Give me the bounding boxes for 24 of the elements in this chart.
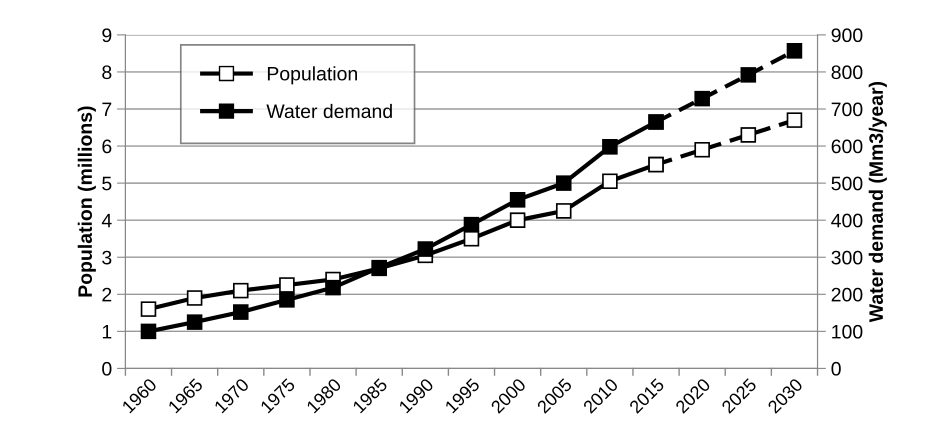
- y-tick-label: 0: [102, 362, 112, 376]
- y2-tick-label: 600: [832, 140, 862, 154]
- y-tick-label: 7: [102, 102, 112, 116]
- y-tick-label: 8: [102, 65, 112, 80]
- y2-tick-label: 700: [832, 102, 862, 116]
- y2-tick-label: 100: [832, 324, 862, 339]
- legend-label: Water demand: [266, 104, 392, 118]
- y2-tick-label: 300: [831, 250, 862, 264]
- y-tick-label: 5: [102, 176, 112, 190]
- y-tick-label: 1: [102, 325, 112, 338]
- y2-tick-label: 900: [832, 28, 862, 42]
- y2-tick-label: 200: [832, 288, 862, 302]
- y2-tick-label: 500: [831, 176, 862, 190]
- y2-axis-title: Water demand (Mm3/year): [868, 82, 887, 322]
- y-axis-title: Population (millions): [78, 106, 96, 296]
- legend-label: Population: [268, 66, 357, 84]
- y2-tick-label: 400: [831, 214, 862, 228]
- y-tick-label: 3: [102, 250, 112, 264]
- y2-tick-label: 0: [831, 362, 841, 376]
- y2-tick-label: 800: [832, 65, 862, 80]
- y-tick-label: 9: [102, 28, 112, 42]
- y-tick-label: 6: [102, 140, 112, 154]
- y-tick-label: 2: [102, 288, 112, 302]
- y-tick-label: 4: [102, 214, 112, 228]
